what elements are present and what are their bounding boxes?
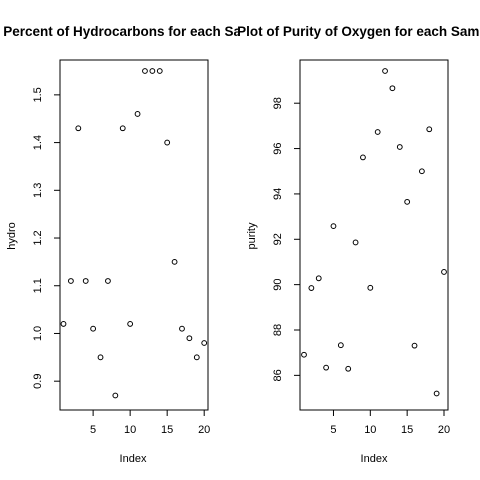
purity-data-point: [374, 129, 381, 135]
purity-x-tick-label: 20: [438, 424, 450, 436]
hydro-x-tick-label: 20: [198, 424, 210, 436]
purity-y-tick-label: 96: [272, 142, 284, 154]
purity-data-point: [360, 154, 366, 161]
purity-y-tick-label: 88: [272, 324, 284, 336]
hydro-data-point: [105, 278, 111, 284]
purity-data-point: [411, 342, 418, 349]
purity-plot-title: Plot of Purity of Oxygen for each Sample: [237, 24, 480, 39]
hydro-plot-frame: [59, 59, 209, 411]
purity-x-axis-label: Index: [361, 453, 388, 465]
hydro-data-point: [82, 278, 89, 284]
hydro-y-axis-label: hydro: [6, 222, 18, 250]
hydro-data-point: [75, 125, 82, 132]
purity-x-tick-label: 15: [401, 424, 413, 436]
purity-data-point: [308, 285, 315, 291]
purity-x-tick-label: 10: [364, 424, 376, 436]
purity-y-axis-label: purity: [246, 222, 258, 249]
hydro-data-point: [97, 354, 104, 361]
hydro-plot-title: Plot of Percent of Hydrocarbons for each…: [0, 24, 273, 39]
purity-data-point: [433, 390, 440, 397]
purity-data-point: [404, 198, 411, 205]
hydro-data-point: [186, 335, 193, 342]
purity-y-tick-label: 90: [272, 279, 284, 291]
hydro-data-point: [142, 68, 148, 74]
purity-y-tick-label: 98: [272, 97, 284, 109]
hydro-data-point: [164, 139, 171, 146]
hydro-y-tick-label: 1.1: [32, 278, 44, 293]
purity-data-point: [441, 269, 447, 275]
purity-data-point: [345, 365, 352, 372]
purity-data-point: [389, 85, 396, 92]
hydro-data-point: [127, 321, 134, 327]
hydro-x-tick-label: 10: [124, 424, 136, 436]
purity-data-point: [352, 239, 359, 246]
hydro-y-tick-label: 1.2: [32, 230, 44, 245]
hydro-data-point: [68, 278, 74, 284]
hydro-y-tick-label: 1.5: [32, 87, 44, 102]
hydro-y-tick-label: 0.9: [32, 374, 44, 389]
hydro-x-axis-label: Index: [120, 453, 147, 465]
hydro-panel: Plot of Percent of Hydrocarbons for each…: [0, 24, 273, 465]
purity-panel: Plot of Purity of Oxygen for each Sample…: [237, 24, 480, 465]
hydro-y-tick-label: 1.3: [32, 183, 44, 198]
purity-data-point: [418, 168, 425, 175]
purity-data-point: [426, 126, 433, 133]
hydro-data-point: [90, 325, 97, 332]
purity-data-point: [330, 223, 337, 230]
purity-y-tick-label: 94: [272, 188, 284, 200]
hydro-y-tick-label: 1.4: [32, 135, 44, 150]
purity-data-point: [367, 284, 374, 291]
hydro-data-point: [149, 68, 156, 74]
hydro-data-point: [171, 258, 178, 265]
purity-data-point: [323, 364, 330, 371]
purity-data-point: [315, 275, 322, 282]
purity-data-point: [382, 68, 388, 74]
hydro-data-point: [60, 321, 67, 327]
hydro-data-point: [193, 354, 200, 361]
hydro-data-point: [134, 111, 141, 117]
purity-y-tick-label: 92: [272, 233, 284, 245]
hydro-data-point: [119, 125, 126, 132]
purity-data-point: [301, 351, 307, 358]
purity-plot-frame: [299, 59, 449, 411]
purity-x-tick-label: 5: [330, 424, 336, 436]
hydro-x-tick-label: 5: [90, 424, 96, 436]
purity-data-point: [337, 342, 344, 349]
purity-data-point: [396, 144, 403, 150]
hydro-data-point: [179, 325, 185, 332]
hydro-y-tick-label: 1.0: [32, 326, 44, 341]
hydro-x-tick-label: 15: [161, 424, 173, 436]
purity-y-tick-label: 86: [272, 369, 284, 381]
hydro-data-point: [156, 68, 163, 74]
hydro-plot-area: 5 10 15 20 0.9 1.0 1.1 1.2 1.3 1.4 1.5: [32, 59, 210, 436]
hydro-data-point: [201, 340, 208, 346]
purity-plot-area: 5 10 15 20 86 88 90 92 94 96 98: [272, 59, 450, 436]
hydro-data-point: [112, 392, 119, 399]
